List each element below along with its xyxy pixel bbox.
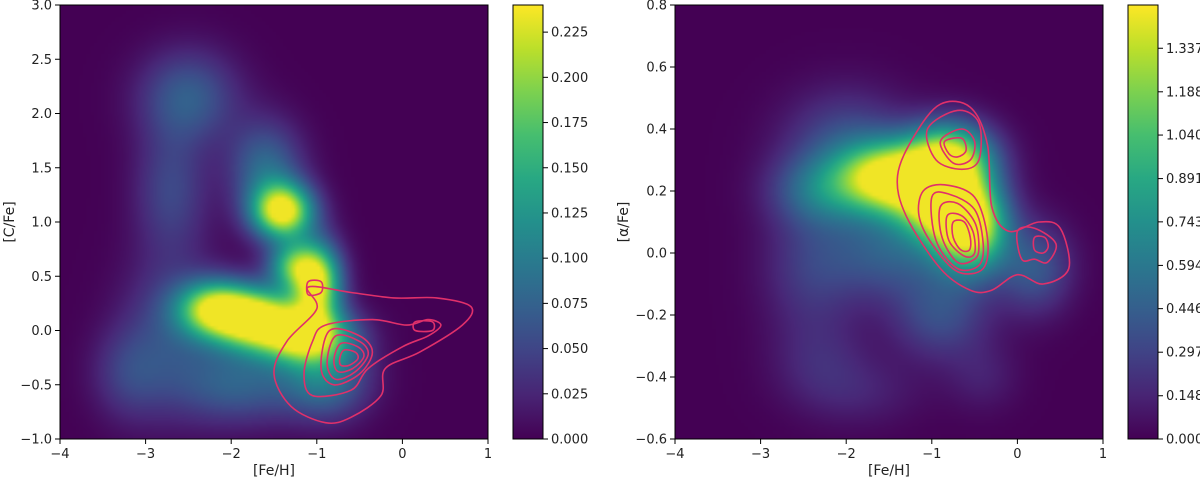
colorbar-tick-label: 0.594 (1166, 259, 1200, 274)
y-tick-label: 0.2 (646, 185, 667, 200)
colorbar-tick-label: 0.225 (551, 26, 588, 41)
density-heatmap (675, 5, 1103, 439)
colorbar-tick-label: 0.025 (551, 387, 588, 402)
contour-line (925, 109, 983, 171)
y-tick-label: 2.5 (31, 53, 52, 68)
x-tick-label: −1 (922, 447, 941, 462)
colorbar-tick-label: 0.297 (1166, 346, 1200, 361)
x-tick-label: −3 (751, 447, 770, 462)
colorbar-tick-label: 0.200 (551, 71, 588, 86)
y-tick-label: 3.0 (31, 0, 52, 14)
contour-line (951, 219, 972, 253)
x-tick-label: 1 (1099, 447, 1107, 462)
y-tick-label: −0.6 (635, 433, 667, 448)
colorbar-tick-label: 0.891 (1166, 172, 1200, 187)
x-tick-label: −2 (837, 447, 856, 462)
colorbar-tick-label: 0.075 (551, 297, 588, 312)
contour-line (939, 128, 976, 166)
plot-frame (674, 4, 1104, 440)
colorbar-tick-label: 0.000 (551, 433, 588, 448)
colorbar-gradient (513, 5, 543, 439)
contour-line (1015, 226, 1058, 264)
colorbar-tick-label: 0.100 (551, 252, 588, 267)
contour-line (930, 191, 985, 272)
contour-line (333, 341, 365, 373)
contour-line (326, 334, 370, 381)
y-tick-label: 0.0 (31, 324, 52, 339)
x-tick-label: 1 (484, 447, 492, 462)
colorbar-tick-label: 1.188 (1166, 85, 1200, 100)
x-tick-label: −3 (136, 447, 155, 462)
contour-line (917, 183, 989, 275)
colorbar-tick-label: 1.337 (1166, 42, 1200, 57)
y-tick-label: 1.5 (31, 161, 52, 176)
colorbar-tick-label: 0.743 (1166, 215, 1200, 230)
contour-line (896, 100, 1071, 294)
colorbar-frame (512, 4, 544, 440)
x-tick-label: 0 (1013, 447, 1021, 462)
contour-line (338, 348, 360, 367)
colorbar: 0.000 0.148 0.297 0.446 0.594 0.743 0.891 1.040… (1127, 4, 1200, 448)
contour-line (412, 319, 436, 333)
y-axis-label: [C/Fe] (2, 201, 18, 242)
y-tick-label: −1.0 (20, 433, 52, 448)
x-tick-label: −1 (307, 447, 326, 462)
y-tick-label: 0.6 (646, 61, 667, 76)
colorbar-gradient (1128, 5, 1158, 439)
x-tick-label: −4 (50, 447, 69, 462)
contour-line (303, 318, 442, 398)
y-tick-label: 2.0 (31, 107, 52, 122)
y-tick-label: −0.5 (20, 378, 52, 393)
contour-line (305, 279, 324, 297)
y-tick-label: 0.4 (646, 123, 667, 138)
chart-panel-0: −4 −3 −2 −1 0 1 −1.0 −0.5 0.0 0.5 1.0 1.5 2.0 2.5 3.0 [… (2, 0, 588, 479)
x-tick-label: −2 (222, 447, 241, 462)
contour-line (945, 212, 977, 258)
colorbar-tick-label: 0.175 (551, 116, 588, 131)
chart-panel-1: −4 −3 −2 −1 0 1 −0.6 −0.4 −0.2 0.0 0.2 0.4 0.6 0.8 [Fe… (616, 0, 1200, 479)
y-tick-label: 0.5 (31, 270, 52, 285)
x-axis-label: [Fe/H] (868, 463, 910, 479)
colorbar-tick-label: 0.446 (1166, 302, 1200, 317)
y-tick-label: 0.8 (646, 0, 667, 14)
colorbar-tick-label: 1.040 (1166, 129, 1200, 144)
x-tick-label: 0 (398, 447, 406, 462)
y-axis-label: [α/Fe] (616, 202, 632, 243)
contour-line (320, 327, 374, 386)
contour-group (896, 100, 1071, 294)
colorbar-tick-label: 0.150 (551, 161, 588, 176)
colorbar-tick-label: 0.148 (1166, 389, 1200, 404)
contour-line (1032, 235, 1050, 254)
colorbar-tick-label: 0.125 (551, 206, 588, 221)
contour-group (273, 279, 474, 425)
contour-line (273, 285, 474, 425)
colorbar-tick-label: 0.050 (551, 342, 588, 357)
y-tick-label: 0.0 (646, 247, 667, 262)
y-tick-label: 1.0 (31, 216, 52, 231)
x-axis-label: [Fe/H] (253, 463, 295, 479)
y-tick-label: −0.4 (635, 371, 667, 386)
contour-line (938, 200, 980, 265)
x-tick-label: −4 (665, 447, 684, 462)
colorbar-tick-label: 0.000 (1166, 433, 1200, 448)
y-tick-label: −0.2 (635, 309, 667, 324)
colorbar: 0.000 0.025 0.050 0.075 0.100 0.125 0.150 0.175… (512, 4, 588, 448)
contour-line (943, 136, 967, 158)
